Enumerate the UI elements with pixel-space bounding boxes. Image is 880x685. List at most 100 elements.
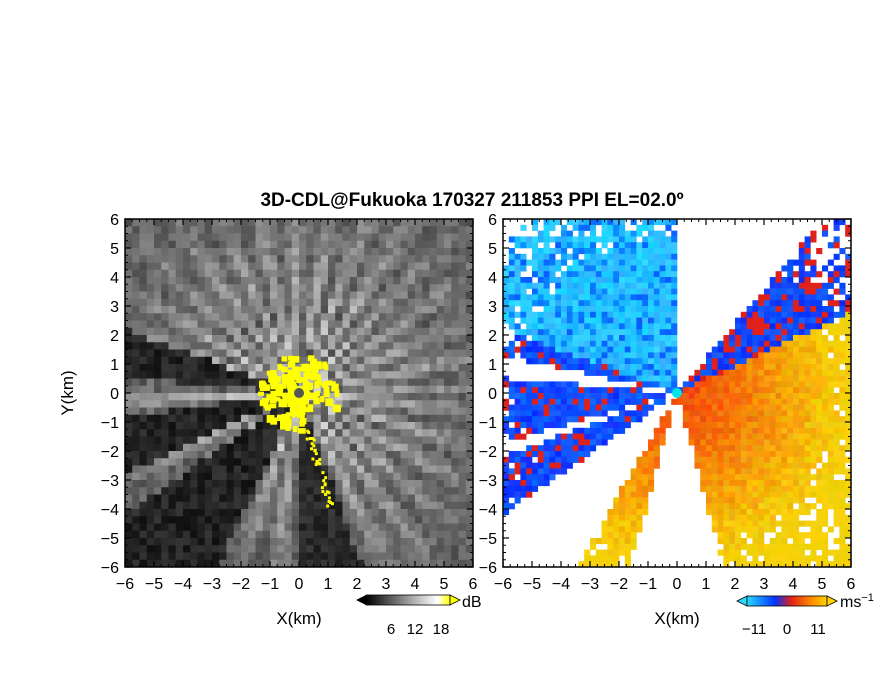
heatmap-cell xyxy=(515,329,521,335)
heatmap-cell xyxy=(256,292,264,300)
heatmap-cell xyxy=(169,400,177,408)
heatmap-cell xyxy=(147,270,155,278)
heatmap-cell xyxy=(828,410,834,416)
heatmap-cell xyxy=(401,226,409,234)
heatmap-cell xyxy=(422,495,430,503)
heatmap-cell xyxy=(379,386,387,394)
heatmap-cell xyxy=(642,254,648,260)
heatmap-cell xyxy=(205,429,213,437)
heatmap-cell xyxy=(408,299,416,307)
heatmap-cell xyxy=(573,312,579,318)
heatmap-cell xyxy=(372,538,380,546)
heatmap-cell xyxy=(573,445,579,451)
heatmap-cell xyxy=(590,236,596,242)
heatmap-cell xyxy=(741,410,747,416)
heatmap-cell xyxy=(776,550,782,556)
heatmap-cell xyxy=(665,277,671,283)
heatmap-cell xyxy=(555,364,561,370)
heatmap-cell xyxy=(364,429,372,437)
heatmap-cell xyxy=(343,306,351,314)
heatmap-cell xyxy=(161,429,169,437)
heatmap-cell xyxy=(520,468,526,474)
heatmap-cell xyxy=(386,379,394,387)
heatmap-cell xyxy=(140,393,148,401)
heatmap-cell xyxy=(227,524,235,532)
heatmap-cell xyxy=(343,292,351,300)
heatmap-cell xyxy=(747,451,753,457)
heatmap-cell xyxy=(741,492,747,498)
heatmap-cell xyxy=(828,358,834,364)
heatmap-cell xyxy=(770,341,776,347)
heatmap-cell xyxy=(161,364,169,372)
heatmap-cell xyxy=(364,509,372,517)
heatmap-cell xyxy=(285,538,293,546)
heatmap-cell xyxy=(660,277,666,283)
heatmap-cell xyxy=(520,463,526,469)
heatmap-cell xyxy=(631,376,637,382)
heatmap-cell xyxy=(459,509,467,517)
heatmap-cell xyxy=(205,248,213,256)
heatmap-cell xyxy=(764,492,770,498)
heatmap-cell xyxy=(526,260,532,266)
heatmap-cell xyxy=(607,538,613,544)
heatmap-cell xyxy=(437,364,445,372)
heatmap-cell xyxy=(437,234,445,242)
heatmap-cell xyxy=(805,289,811,295)
heatmap-cell xyxy=(422,524,430,532)
heatmap-cell xyxy=(190,219,198,227)
heatmap-cell xyxy=(386,342,394,350)
heatmap-cell xyxy=(161,545,169,553)
heatmap-cell xyxy=(306,248,314,256)
heatmap-cell xyxy=(741,509,747,515)
heatmap-cell xyxy=(161,516,169,524)
heatmap-cell xyxy=(205,502,213,510)
heatmap-cell xyxy=(515,457,521,463)
heatmap-cell xyxy=(379,429,387,437)
heatmap-cell xyxy=(613,318,619,324)
heatmap-cell xyxy=(613,422,619,428)
heatmap-cell xyxy=(459,219,467,227)
heatmap-cell xyxy=(415,284,423,292)
heatmap-cell xyxy=(357,531,365,539)
heatmap-cell xyxy=(350,393,358,401)
heatmap-cell xyxy=(364,284,372,292)
heatmap-cell xyxy=(631,248,637,254)
heatmap-cell xyxy=(810,335,816,341)
heatmap-cell xyxy=(648,405,654,411)
heatmap-cell xyxy=(263,248,271,256)
heatmap-cell xyxy=(415,400,423,408)
heatmap-cell xyxy=(176,248,184,256)
heatmap-cell xyxy=(459,531,467,539)
heatmap-cell xyxy=(277,509,285,517)
heatmap-cell xyxy=(190,531,198,539)
heatmap-cell xyxy=(758,370,764,376)
heatmap-cell xyxy=(430,451,438,459)
heatmap-cell xyxy=(306,524,314,532)
heatmap-cell xyxy=(335,299,343,307)
heatmap-cell xyxy=(256,306,264,314)
heatmap-cell xyxy=(372,516,380,524)
heatmap-cell xyxy=(147,429,155,437)
heatmap-cell xyxy=(520,416,526,422)
heatmap-cell xyxy=(654,323,660,329)
heatmap-cell xyxy=(770,347,776,353)
heatmap-cell xyxy=(828,376,834,382)
heatmap-cell xyxy=(642,497,648,503)
heatmap-cell xyxy=(248,364,256,372)
heatmap-cell xyxy=(132,241,140,249)
heatmap-cell xyxy=(770,352,776,358)
heatmap-cell xyxy=(712,381,718,387)
heatmap-cell xyxy=(631,544,637,550)
heatmap-cell xyxy=(671,265,677,271)
heatmap-cell xyxy=(169,560,177,568)
heatmap-cell xyxy=(613,271,619,277)
heatmap-cell xyxy=(834,329,840,335)
heatmap-cell xyxy=(799,555,805,561)
heatmap-cell xyxy=(578,364,584,370)
heatmap-cell xyxy=(263,270,271,278)
heatmap-cell xyxy=(169,292,177,300)
heatmap-cell xyxy=(596,265,602,271)
heatmap-cell xyxy=(573,225,579,231)
heatmap-cell xyxy=(147,531,155,539)
heatmap-cell xyxy=(183,313,191,321)
